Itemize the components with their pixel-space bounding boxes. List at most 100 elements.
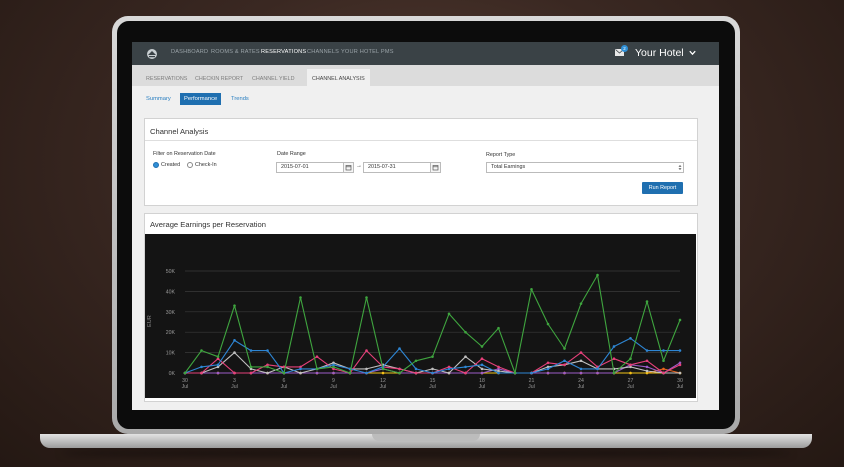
data-point [398,371,401,375]
nav-your-hotel-pms[interactable]: YOUR HOTEL PMS [341,49,394,55]
radio-created-label: Created [161,162,181,168]
data-point [216,371,220,375]
data-point [464,330,467,334]
data-point [596,371,599,375]
data-point [645,349,649,352]
run-report-button[interactable]: Run Report [642,182,683,194]
data-point [282,371,286,375]
filter-label: Filter on Reservation Date [153,151,216,157]
data-point [662,371,665,375]
hotel-name[interactable]: Your Hotel [635,47,684,59]
data-point [299,371,302,375]
data-point [546,371,550,375]
tab-reservations[interactable]: RESERVATIONS [146,76,188,82]
tab-channel-analysis[interactable]: CHANNEL ANALYSIS [312,76,365,82]
active-tab-background [307,69,370,86]
laptop-shadow [60,448,792,458]
tab-checkin-report[interactable]: CHECKIN REPORT [195,76,244,82]
data-point [348,371,352,375]
radio-checkin[interactable] [187,162,193,168]
data-point [447,371,451,375]
data-point [447,312,451,316]
data-point [233,304,236,307]
data-point [381,367,385,371]
data-point [530,288,533,291]
data-point [563,363,566,367]
date-to-input[interactable]: 2015-07-31 [363,162,431,173]
data-point [266,365,269,369]
y-axis-label: EUR [147,315,153,327]
data-point [233,339,236,342]
data-point [645,359,649,363]
nav-dashboard[interactable]: DASHBOARD [171,49,209,55]
data-point [629,365,632,369]
y-tick-label: 10K [166,351,176,357]
date-range-label: Date Range [277,151,306,157]
data-point [563,359,566,363]
data-point [183,371,187,375]
x-tick-label: 30 [677,378,683,384]
data-point [579,359,583,363]
data-point [497,371,500,375]
sub-navigation [132,65,719,86]
data-point [266,363,269,367]
data-point [464,365,467,369]
data-point [579,367,583,371]
data-point [612,345,616,348]
data-point [480,363,484,367]
data-point [431,371,434,375]
x-tick-month-label: Jul [479,384,486,390]
data-point [431,367,434,371]
x-tick-label: 15 [430,378,436,384]
data-point [596,273,599,277]
data-point [249,371,253,375]
x-tick-month-label: Jul [380,384,387,390]
data-point [200,349,203,352]
data-point [332,361,335,365]
nav-rooms-rates[interactable]: ROOMS & RATES [211,49,260,55]
data-point [530,371,533,375]
data-point [365,367,368,371]
radio-created[interactable] [153,162,159,168]
data-point [612,371,616,375]
tab-channel-yield[interactable]: CHANNEL YIELD [252,76,295,82]
y-tick-label: 20K [166,330,176,336]
pill-trends[interactable]: Trends [231,96,249,102]
nav-channels[interactable]: CHANNELS [307,49,340,55]
data-point [365,349,368,352]
mail-count-badge: 2 [621,45,628,52]
x-tick-label: 9 [332,378,335,384]
data-point [332,365,335,369]
data-point [480,357,484,361]
x-tick-month-label: Jul [182,384,189,390]
data-point [513,371,517,375]
data-point [645,369,649,373]
data-point [645,300,649,303]
data-point [629,363,632,367]
x-tick-month-label: Jul [627,384,634,390]
data-point [315,371,319,375]
data-point [678,361,682,365]
calendar-icon[interactable] [430,162,441,173]
nav-reservations[interactable]: RESERVATIONS [261,49,307,55]
pill-performance[interactable]: Performance [180,93,222,105]
top-navigation: DASHBOARD ROOMS & RATES RESERVATIONS CHA… [132,42,719,65]
y-tick-label: 30K [166,310,176,316]
home-logo-icon[interactable] [146,48,158,59]
x-tick-month-label: Jul [528,384,535,390]
data-point [497,369,500,373]
data-point [249,367,253,371]
data-point [447,367,451,371]
x-tick-month-label: Jul [578,384,585,390]
data-point [414,359,418,363]
report-type-select[interactable]: Total Earnings [486,162,684,173]
pill-summary[interactable]: Summary [146,96,171,102]
data-point [315,355,319,358]
date-from-input[interactable]: 2015-07-01 [276,162,344,173]
calendar-icon[interactable] [343,162,354,173]
data-point [216,365,220,369]
x-tick-label: 24 [578,378,584,384]
data-point [546,367,550,371]
chevron-down-icon[interactable] [689,50,696,56]
y-tick-label: 40K [166,289,176,295]
